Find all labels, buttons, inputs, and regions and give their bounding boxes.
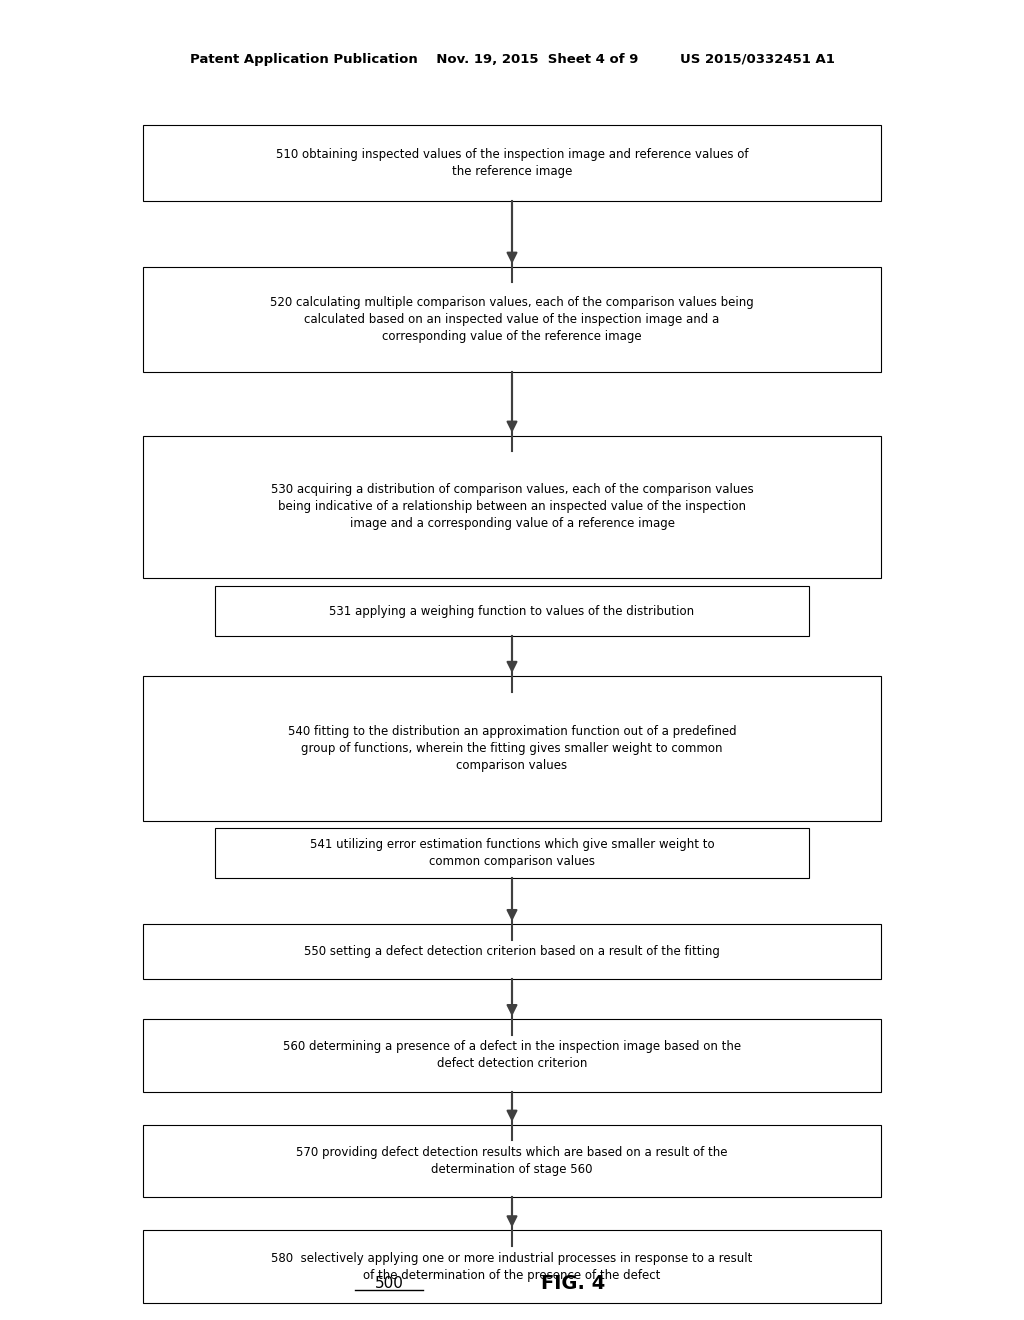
Text: 570 providing defect detection results which are based on a result of the
determ: 570 providing defect detection results w…: [296, 1146, 728, 1176]
Text: FIG. 4: FIG. 4: [542, 1274, 605, 1292]
Text: 540 fitting to the distribution an approximation function out of a predefined
gr: 540 fitting to the distribution an appro…: [288, 725, 736, 772]
FancyBboxPatch shape: [143, 436, 881, 578]
Text: 530 acquiring a distribution of comparison values, each of the comparison values: 530 acquiring a distribution of comparis…: [270, 483, 754, 531]
FancyBboxPatch shape: [143, 125, 881, 201]
FancyBboxPatch shape: [143, 1125, 881, 1197]
Text: 541 utilizing error estimation functions which give smaller weight to
common com: 541 utilizing error estimation functions…: [309, 838, 715, 867]
Text: 550 setting a defect detection criterion based on a result of the fitting: 550 setting a defect detection criterion…: [304, 945, 720, 958]
FancyBboxPatch shape: [215, 586, 809, 636]
FancyBboxPatch shape: [143, 676, 881, 821]
FancyBboxPatch shape: [143, 267, 881, 372]
Text: 580  selectively applying one or more industrial processes in response to a resu: 580 selectively applying one or more ind…: [271, 1251, 753, 1282]
Text: 510 obtaining inspected values of the inspection image and reference values of
t: 510 obtaining inspected values of the in…: [275, 148, 749, 178]
FancyBboxPatch shape: [215, 828, 809, 878]
Text: 531 applying a weighing function to values of the distribution: 531 applying a weighing function to valu…: [330, 605, 694, 618]
FancyBboxPatch shape: [143, 924, 881, 979]
Text: Patent Application Publication    Nov. 19, 2015  Sheet 4 of 9         US 2015/03: Patent Application Publication Nov. 19, …: [189, 53, 835, 66]
Text: 500: 500: [375, 1275, 403, 1291]
Text: 560 determining a presence of a defect in the inspection image based on the
defe: 560 determining a presence of a defect i…: [283, 1040, 741, 1071]
FancyBboxPatch shape: [143, 1019, 881, 1092]
FancyBboxPatch shape: [143, 1230, 881, 1303]
Text: 520 calculating multiple comparison values, each of the comparison values being
: 520 calculating multiple comparison valu…: [270, 296, 754, 343]
